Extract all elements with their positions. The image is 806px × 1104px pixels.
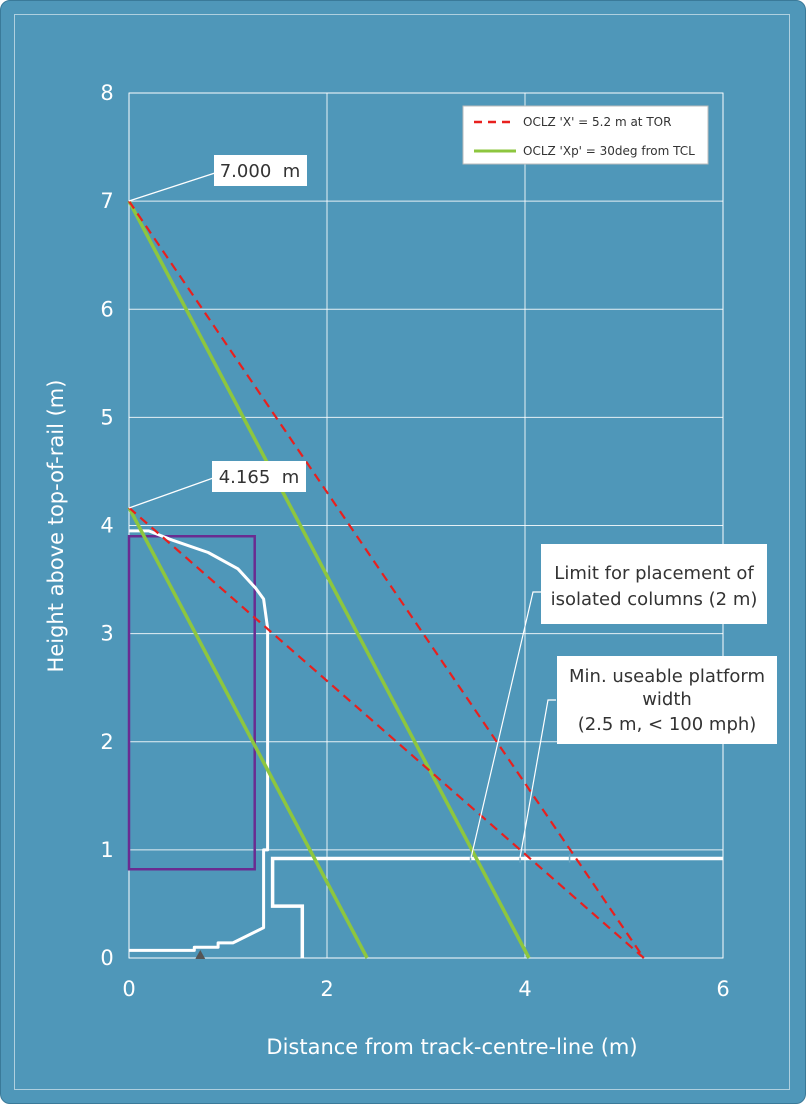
- y-tick-label-1: 1: [100, 838, 113, 862]
- y-tick-label-5: 5: [100, 405, 113, 429]
- callout-platform-box: [557, 656, 777, 744]
- callout-4165m-box: [212, 461, 306, 492]
- series-oclz-xp-line-1: [127, 506, 369, 959]
- callout-7m-label: 7.000 m: [220, 161, 301, 182]
- platform-outline: [270, 856, 723, 958]
- callout-platform-width: Min. useable platform width (2.5 m, < 10…: [519, 656, 777, 859]
- callout-7m: 7.000 m: [128, 155, 307, 202]
- y-axis-title: Height above top-of-rail (m): [44, 380, 68, 673]
- callout-platform-line-1: Min. useable platform: [569, 666, 765, 687]
- legend-box: [462, 105, 709, 165]
- gauge-box: [127, 535, 256, 871]
- marks-layer: [127, 200, 723, 959]
- y-tick-label-7: 7: [100, 189, 113, 213]
- callout-columns-leader: [470, 591, 542, 859]
- grid-layer: [128, 92, 724, 959]
- callout-columns-line-2: isolated columns (2 m): [551, 589, 758, 610]
- y-tick-label-8: 8: [100, 81, 113, 105]
- x-axis-title: Distance from track-centre-line (m): [266, 1035, 637, 1059]
- legend: OCLZ 'X' = 5.2 m at TOR OCLZ 'Xp' = 30de…: [462, 105, 709, 165]
- callout-platform-line-3: (2.5 m, < 100 mph): [578, 714, 757, 735]
- x-tick-label-6: 6: [716, 977, 729, 1001]
- x-tick-label-2: 2: [320, 977, 333, 1001]
- y-tick-label-6: 6: [100, 297, 113, 321]
- ticks-layer: 0 1 2 3 4 5 6 7 8 0 2 4 6: [100, 81, 729, 1001]
- y-tick-label-0: 0: [100, 946, 113, 970]
- x-tick-label-0: 0: [122, 977, 135, 1001]
- track-marker: [195, 950, 206, 959]
- callout-4165m-leader: [128, 476, 217, 509]
- callout-4165m-label: 4.165 m: [219, 467, 300, 488]
- y-tick-label-2: 2: [100, 730, 113, 754]
- legend-label-oclz-xp: OCLZ 'Xp' = 30deg from TCL: [523, 144, 695, 158]
- callout-columns-line-1: Limit for placement of: [554, 563, 754, 584]
- callout-columns-limit: Limit for placement of isolated columns …: [470, 544, 767, 859]
- vehicle-outline: [129, 529, 270, 952]
- callout-7m-leader: [128, 171, 219, 202]
- series-oclz-xp-line-0: [127, 200, 531, 959]
- callout-platform-leader: [519, 699, 556, 859]
- y-tick-label-3: 3: [100, 622, 113, 646]
- callout-columns-box: [541, 544, 767, 624]
- callout-4165m: 4.165 m: [128, 461, 306, 509]
- series-oclz-x-line-1: [128, 506, 645, 959]
- x-tick-label-4: 4: [518, 977, 531, 1001]
- callout-platform-line-2: width: [642, 689, 692, 710]
- series-oclz-x-line-0: [128, 200, 645, 959]
- callout-7m-box: [214, 155, 307, 186]
- legend-label-oclz-x: OCLZ 'X' = 5.2 m at TOR: [523, 115, 671, 129]
- y-tick-label-4: 4: [100, 514, 113, 538]
